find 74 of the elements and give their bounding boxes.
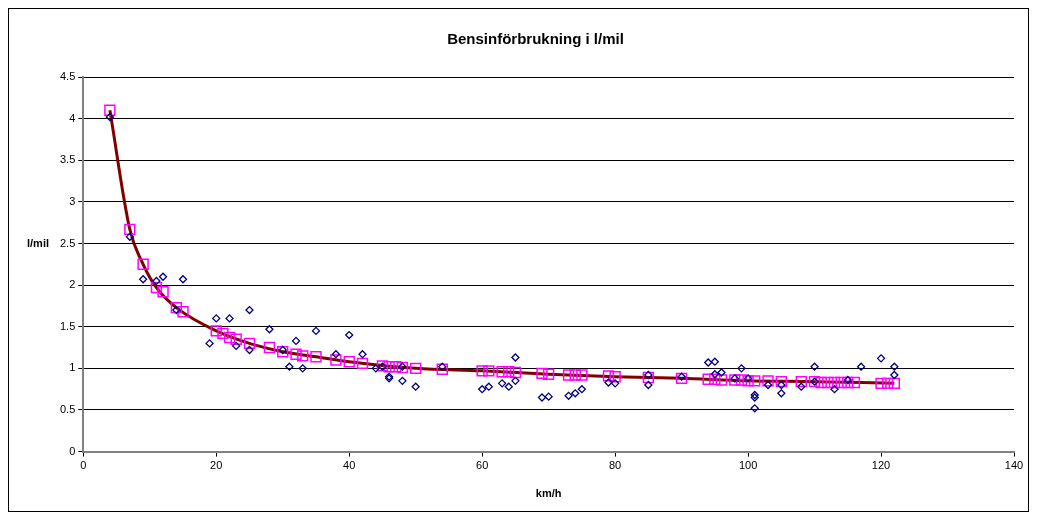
y-tick-label: 4 xyxy=(69,111,76,124)
point xyxy=(795,375,807,388)
point xyxy=(296,350,309,362)
point xyxy=(562,369,575,381)
y-tick-label: 1.5 xyxy=(59,319,76,332)
point xyxy=(263,341,276,354)
point xyxy=(702,373,714,385)
y-tick-label: 0.5 xyxy=(59,403,76,416)
point xyxy=(137,258,149,270)
point xyxy=(150,281,163,294)
point xyxy=(223,331,236,344)
point xyxy=(170,301,183,314)
point xyxy=(609,370,621,383)
point xyxy=(576,369,588,381)
point xyxy=(177,306,189,318)
point xyxy=(828,376,841,389)
point xyxy=(875,377,887,390)
point xyxy=(210,325,222,337)
point xyxy=(815,376,827,389)
y-tick-label: 2 xyxy=(69,278,76,291)
point xyxy=(602,370,615,382)
point xyxy=(310,351,322,363)
y-tick-label: 4.5 xyxy=(59,70,76,83)
y-axis-title: l/mil xyxy=(27,236,50,249)
x-tick-label: 0 xyxy=(80,459,87,472)
point xyxy=(842,376,854,389)
point xyxy=(709,373,721,385)
point xyxy=(104,104,116,116)
point xyxy=(383,360,395,373)
point xyxy=(762,375,774,387)
point xyxy=(343,356,355,368)
point xyxy=(290,348,302,360)
point xyxy=(503,365,515,378)
point xyxy=(243,337,256,350)
point xyxy=(536,367,548,380)
point xyxy=(881,377,894,390)
point xyxy=(356,357,369,370)
y-tick-label: 3.5 xyxy=(59,153,76,166)
point xyxy=(775,375,788,388)
point xyxy=(642,371,655,384)
x-tick-label: 20 xyxy=(210,459,223,472)
point xyxy=(835,376,847,389)
point xyxy=(496,365,508,378)
chart-title: Bensinförbrukning i l/mil xyxy=(447,30,624,48)
point xyxy=(124,223,136,236)
point xyxy=(749,375,761,387)
x-tick-label: 80 xyxy=(609,459,622,472)
point xyxy=(217,327,229,340)
point xyxy=(742,375,754,387)
y-tick-label: 2.5 xyxy=(59,236,76,249)
x-tick-label: 140 xyxy=(1004,459,1024,472)
y-tick-label: 0 xyxy=(69,444,76,457)
point xyxy=(476,365,488,377)
x-tick-label: 120 xyxy=(871,459,891,472)
y-tick-label: 1 xyxy=(69,361,76,374)
point xyxy=(509,366,522,379)
x-axis-title: km/h xyxy=(535,487,562,500)
point xyxy=(157,286,169,298)
point xyxy=(542,368,555,380)
point xyxy=(822,376,834,389)
point xyxy=(409,362,422,375)
point xyxy=(848,376,861,389)
point xyxy=(735,374,748,386)
x-tick-label: 100 xyxy=(738,459,758,472)
point xyxy=(390,360,402,373)
point xyxy=(330,354,342,366)
point xyxy=(230,333,242,345)
y-tick-label: 3 xyxy=(69,194,76,207)
point xyxy=(888,377,901,390)
x-tick-label: 40 xyxy=(343,459,356,472)
x-tick-label: 60 xyxy=(476,459,489,472)
point xyxy=(483,365,495,377)
point xyxy=(715,374,728,386)
point xyxy=(569,369,581,381)
